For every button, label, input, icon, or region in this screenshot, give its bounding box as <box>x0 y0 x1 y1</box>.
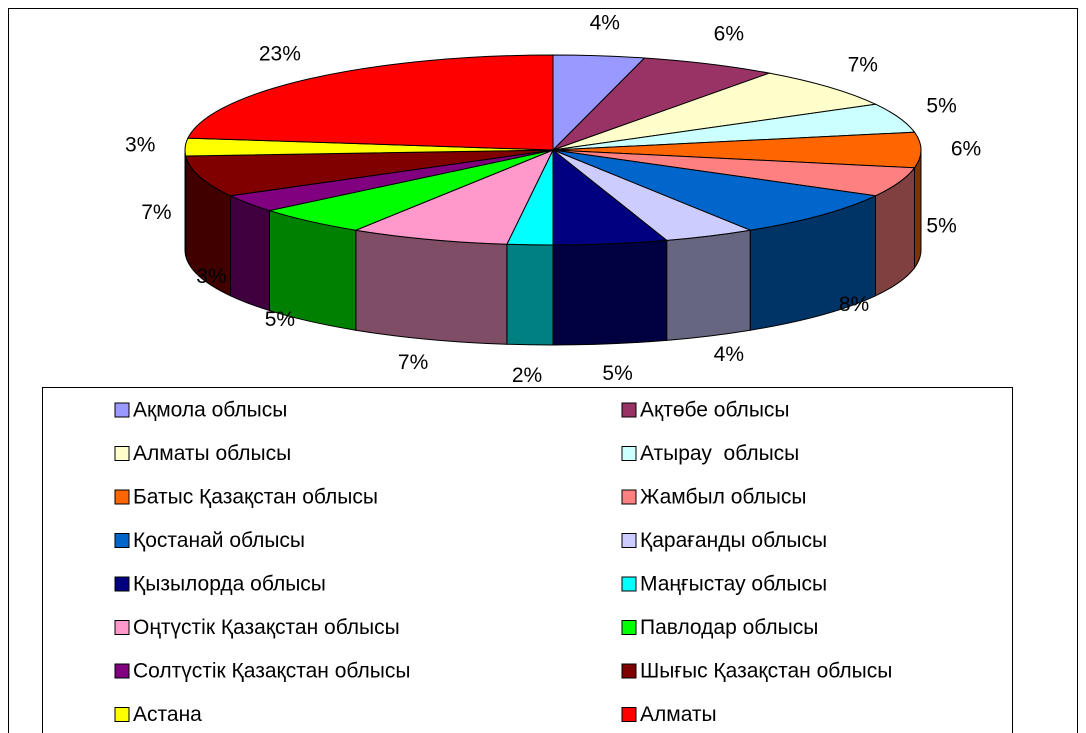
slice <box>185 149 554 197</box>
legend-label: Ақтөбе облысы <box>640 399 790 422</box>
data-label: 7% <box>398 351 428 374</box>
legend-label: Маңғыстау облысы <box>640 573 827 596</box>
legend-box <box>42 387 1013 733</box>
legend-swatch <box>114 663 130 679</box>
slice-side <box>230 194 270 312</box>
legend-swatch <box>114 533 130 548</box>
legend-swatch <box>621 533 637 548</box>
data-label: 4% <box>714 343 744 366</box>
legend-swatch <box>621 663 637 679</box>
data-label: 5% <box>926 214 956 237</box>
legend-swatch <box>114 707 130 722</box>
data-label: 8% <box>839 293 869 316</box>
legend-label: Қарағанды облысы <box>640 529 827 552</box>
legend-swatch <box>114 446 130 461</box>
data-label: 6% <box>714 23 744 46</box>
data-label: 7% <box>141 201 171 224</box>
legend-label: Батыс Қазақстан облысы <box>133 486 378 509</box>
legend-swatch <box>621 576 637 592</box>
data-label: 23% <box>259 42 301 65</box>
legend-label: Оңтүстік Қазақстан облысы <box>133 616 400 639</box>
legend-swatch <box>114 620 130 635</box>
slice-side <box>552 239 668 346</box>
legend-swatch <box>114 402 130 418</box>
slice <box>552 131 922 169</box>
legend-swatch <box>621 489 637 505</box>
slice <box>552 149 878 231</box>
legend-label: Астана <box>133 703 202 726</box>
slice-side <box>184 149 187 257</box>
data-label: 2% <box>512 364 542 387</box>
data-label: 3% <box>196 265 226 288</box>
data-label: 4% <box>590 12 620 35</box>
legend-swatch <box>621 620 637 635</box>
slice <box>187 54 554 151</box>
legend-swatch <box>621 707 637 722</box>
legend-swatch <box>114 576 130 592</box>
legend-label: Алматы <box>640 703 717 726</box>
slice <box>353 149 555 245</box>
legend: Ақмола облысы Ақтөбе облысы Алматы облысы А… <box>114 399 892 726</box>
data-label: 5% <box>926 95 956 118</box>
data-label: 7% <box>848 54 878 77</box>
data-label: 3% <box>125 134 155 157</box>
legend-label: Атырау облысы <box>640 442 799 465</box>
legend-label: Солтүстік Қазақстан облысы <box>133 660 410 683</box>
legend-swatch <box>114 489 130 505</box>
legend-label: Павлодар облысы <box>640 616 818 639</box>
slice-side <box>666 229 751 341</box>
legend-swatch <box>621 402 637 418</box>
data-label: 5% <box>265 308 295 331</box>
data-label: 5% <box>602 362 632 385</box>
legend-label: Жамбыл облысы <box>640 486 806 509</box>
slice <box>552 72 878 151</box>
slice <box>552 57 772 151</box>
legend-swatch <box>621 446 637 461</box>
slice-side <box>913 149 922 270</box>
legend-label: Ақмола облысы <box>133 399 287 422</box>
slice-side <box>355 229 508 345</box>
data-label: 6% <box>951 138 981 161</box>
legend-label: Қызылорда облысы <box>133 573 326 596</box>
legend-label: Алматы облысы <box>133 442 291 465</box>
slice-side <box>506 243 554 346</box>
pie: 4% 6% 7% 5% 6% 5% 8% 4% 5% 2% 7% 5% 3% 7% 3% 23% <box>125 12 981 388</box>
legend-label: Шығыс Қазақстан облысы <box>640 660 892 683</box>
legend-label: Қостанай облысы <box>133 529 305 552</box>
